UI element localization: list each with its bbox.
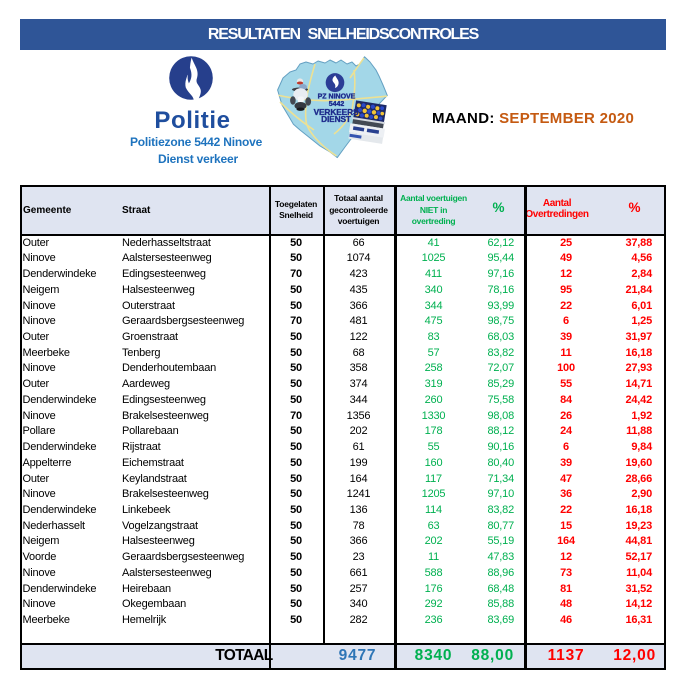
- svg-text:VERKEERS: VERKEERS: [314, 107, 359, 117]
- svg-text:5442: 5442: [329, 101, 345, 108]
- svg-text:DIENST: DIENST: [321, 114, 351, 124]
- svg-text:PZ NINOVE: PZ NINOVE: [318, 94, 356, 101]
